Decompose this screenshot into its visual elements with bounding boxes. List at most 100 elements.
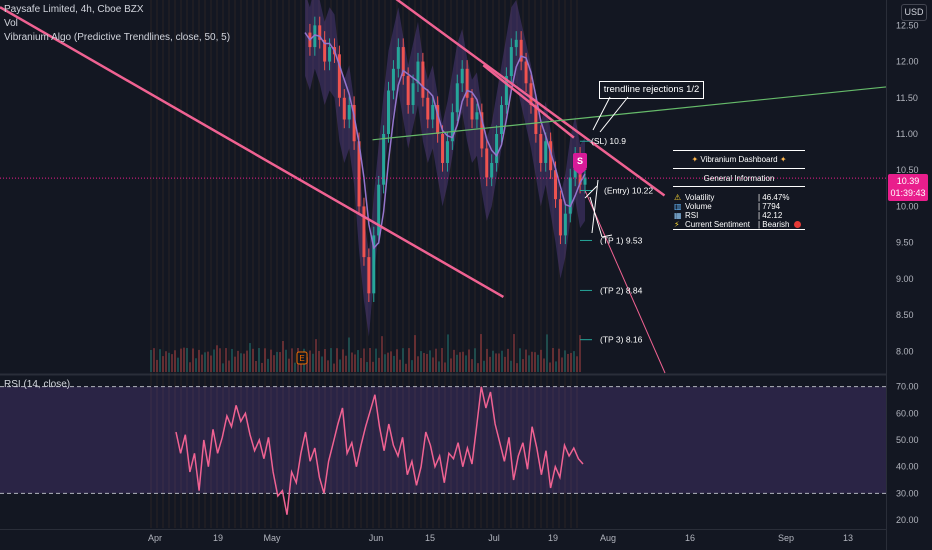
vibranium-dashboard: ✦ Vibranium Dashboard ✦ General Informat… [673,150,805,230]
price-axis-tick-label: 10.00 [896,201,919,211]
candle-body [490,162,494,178]
time-axis-tick-label: Jul [488,533,500,543]
volume-bar [540,349,542,372]
session-stripe [390,0,392,528]
session-stripe [294,0,296,528]
volume-bar [228,360,230,372]
earnings-marker [296,351,308,365]
session-stripe [276,0,278,528]
sentiment-value: | Bearish [758,220,790,229]
volume-bar [393,355,395,372]
price-axis-tick-label: 10.50 [896,165,919,175]
candle-body [529,83,533,106]
volume-bar [405,363,407,372]
volume-bar [462,351,464,372]
volume-bar [324,349,326,372]
volume-bar [354,354,356,372]
volume-bar [477,363,479,372]
volume-bar [294,362,296,372]
volume-bar [285,349,287,372]
volume-bar [507,348,509,372]
session-stripe [192,0,194,528]
session-stripe [456,0,458,528]
session-stripe [348,0,350,528]
rsi-axis-tick-label: 30.00 [896,488,919,498]
session-stripe [576,0,578,528]
currency-button[interactable]: USD [901,4,927,21]
trendline [0,6,505,299]
rsi-axis-tick-label: 70.00 [896,382,919,392]
level-label: (TP 3) 8.16 [600,335,643,345]
chart-icon: ▥ [674,202,682,211]
session-stripe [540,0,542,528]
table-row: ⚡ Current Sentiment | Bearish [673,220,805,230]
session-stripe [552,0,554,528]
time-axis-tick-label: 13 [843,533,853,543]
candle-body [441,133,445,163]
volume-bar [276,351,278,372]
session-stripe [504,0,506,528]
candle-body [470,97,474,120]
session-stripe [300,0,302,528]
session-stripe [474,0,476,528]
trendline [372,86,887,141]
rsi-axis-tick-label: 20.00 [896,515,919,525]
session-stripe [222,0,224,528]
volume-bar [438,361,440,372]
volume-bar [441,348,443,372]
candle-body [367,257,371,294]
session-stripe [168,0,170,528]
warning-icon: ⚠ [674,193,682,202]
volume-bar [177,357,179,372]
volume-bar [492,350,494,372]
volume-bar [471,359,473,372]
volume-bar [429,350,431,372]
session-stripe [546,0,548,528]
sell-signal-letter: S [577,156,583,166]
candle-body [431,105,435,120]
volume-bar [186,348,188,372]
session-stripe [186,0,188,528]
volume-bar [555,361,557,372]
session-stripe [162,0,164,528]
volume-bar [486,348,488,372]
sell-signal-pointer [573,168,587,175]
volume-bar [519,348,521,372]
session-stripe [534,0,536,528]
volume-bar [372,361,374,372]
volume-bar [381,336,383,372]
session-stripe [468,0,470,528]
volume-bar [315,339,317,372]
rsi-axis-tick-label: 40.00 [896,462,919,472]
trendline [482,64,575,139]
volume-bar [447,334,449,372]
row-value: | 46.47% [758,193,790,202]
time-axis-tick-label: May [263,533,281,543]
volume-bar [414,335,416,372]
volume-bar [444,362,446,372]
time-axis-tick-label: 15 [425,533,435,543]
time-axis-tick-label: Aug [600,533,616,543]
level-label: (SL) 10.9 [591,136,626,146]
candle-body [352,105,356,142]
volume-bar [210,355,212,372]
candle-body [347,105,351,120]
volume-bar [201,354,203,372]
volume-bar [246,350,248,372]
volume-bar [357,350,359,372]
volume-bar [318,350,320,372]
volume-bar [192,348,194,372]
price-axis-tick-label: 8.00 [896,346,914,356]
candle-body [391,68,395,91]
volume-bar [150,350,152,372]
volume-bar [249,343,251,372]
sentiment-dot-icon [793,221,801,229]
session-stripe [336,0,338,528]
lightning-icon: ⚡ [674,220,680,229]
volume-bar [513,334,515,372]
price-axis-tick-label: 9.50 [896,238,914,248]
candle-body [436,105,440,134]
price-axis-tick-label: 12.00 [896,57,919,67]
candle-body [460,68,464,84]
